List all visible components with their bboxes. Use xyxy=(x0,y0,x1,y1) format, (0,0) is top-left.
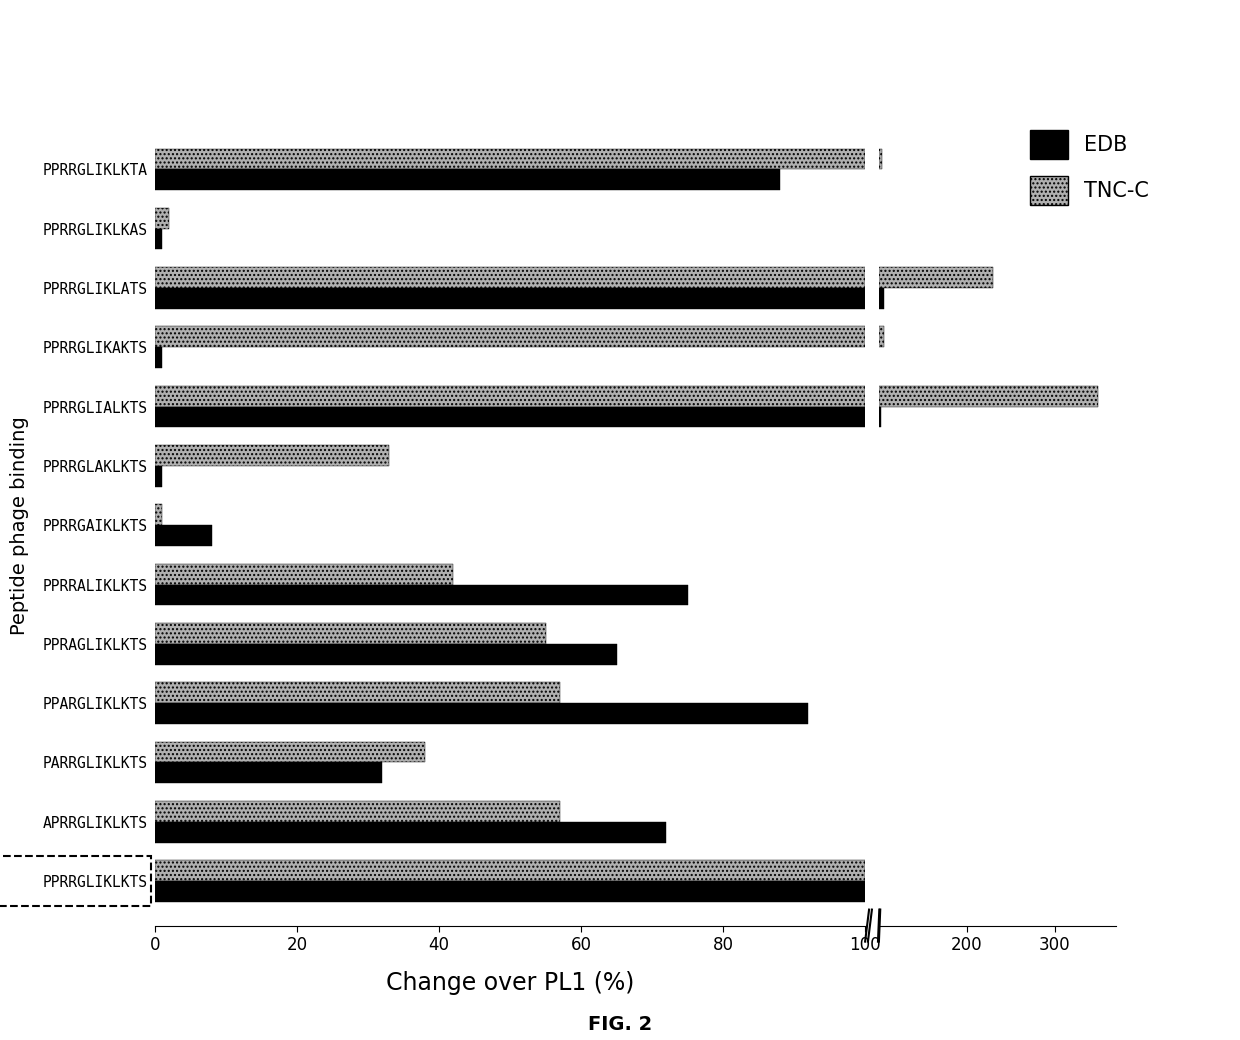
Bar xyxy=(155,525,212,546)
Bar xyxy=(155,504,162,525)
Bar xyxy=(155,822,666,842)
Bar xyxy=(155,703,808,724)
Bar xyxy=(155,682,559,703)
Bar xyxy=(155,229,162,250)
Bar xyxy=(155,170,780,190)
Bar xyxy=(155,445,389,466)
Legend: EDB, TNC-C: EDB, TNC-C xyxy=(1021,120,1159,215)
Bar xyxy=(155,386,866,407)
Bar xyxy=(155,347,162,368)
Bar xyxy=(155,149,866,170)
Bar xyxy=(155,327,866,347)
Bar xyxy=(879,386,1099,407)
Bar xyxy=(155,466,162,487)
Bar xyxy=(879,407,882,427)
Bar xyxy=(879,267,993,288)
Bar xyxy=(155,860,866,881)
Text: FIG. 2: FIG. 2 xyxy=(588,1015,652,1034)
Bar xyxy=(155,584,687,605)
Bar xyxy=(155,208,169,229)
Bar xyxy=(155,623,546,644)
X-axis label: Change over PL1 (%): Change over PL1 (%) xyxy=(386,970,634,994)
Bar xyxy=(155,801,559,822)
Bar xyxy=(155,564,454,584)
Bar xyxy=(155,762,382,783)
Y-axis label: Peptide phage binding: Peptide phage binding xyxy=(10,416,30,634)
Bar xyxy=(879,288,884,309)
Bar xyxy=(155,407,866,427)
Bar xyxy=(155,267,866,288)
Bar xyxy=(155,644,616,665)
Bar xyxy=(155,742,425,762)
Bar xyxy=(155,288,866,309)
Bar xyxy=(155,881,866,902)
Bar xyxy=(879,327,884,347)
Bar xyxy=(879,149,882,170)
